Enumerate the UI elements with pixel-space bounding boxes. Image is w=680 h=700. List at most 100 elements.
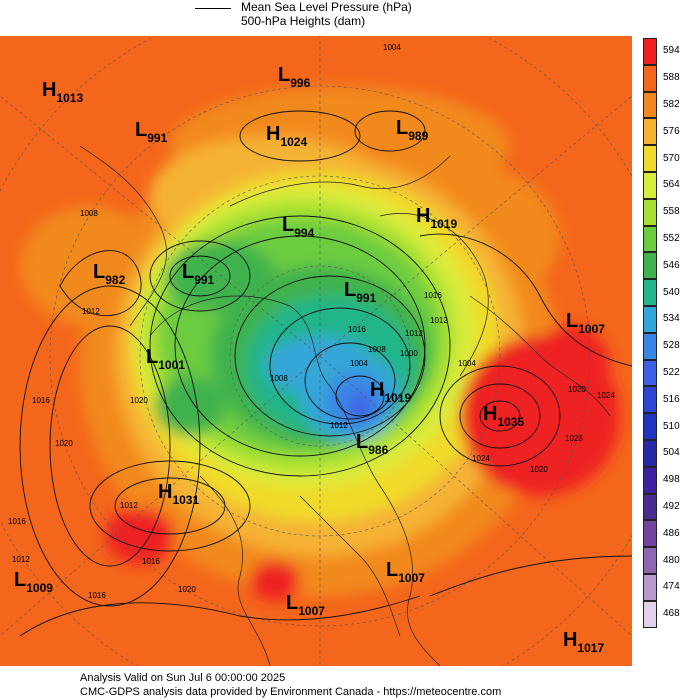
height-field — [20, 86, 620, 601]
low-pressure-label: L994 — [282, 214, 315, 240]
colorbar-label: 492 — [663, 501, 680, 512]
colorbar-label: 516 — [663, 393, 680, 405]
colorbar-swatch — [643, 198, 657, 226]
colorbar-swatch — [643, 118, 657, 146]
colorbar-swatch — [643, 225, 657, 253]
colorbar-swatch — [643, 332, 657, 360]
colorbar-label: 474 — [663, 581, 680, 593]
isobar-value-label: 1024 — [472, 454, 490, 463]
low-pressure-label: L1009 — [14, 569, 53, 595]
colorbar-label: 540 — [663, 286, 680, 298]
low-pressure-label: L991 — [344, 279, 377, 305]
isobar-value-label: 1020 — [568, 385, 586, 394]
weather-map: H1013 L996 L991 H1024 L989 H1019 L994 L991 L982 L… — [0, 36, 632, 666]
isobar-value-label: 1004 — [383, 43, 401, 52]
high-pressure-label: H1035 — [483, 403, 524, 429]
low-pressure-label: L991 — [182, 261, 215, 287]
high-pressure-label: H1024 — [266, 123, 307, 149]
data-credit: CMC-GDPS analysis data provided by Envir… — [80, 686, 502, 698]
colorbar-label: 546 — [663, 259, 680, 271]
colorbar-swatch — [643, 386, 657, 414]
low-pressure-label: L1001 — [146, 346, 185, 372]
isobar-value-label: 1016 — [8, 517, 26, 526]
colorbar-swatch — [643, 38, 657, 65]
isobar-value-label: 1016 — [142, 557, 160, 566]
colorbar-label: 522 — [663, 367, 680, 378]
colorbar-swatch — [643, 413, 657, 440]
colorbar-swatch — [643, 600, 657, 628]
colorbar-label: 552 — [663, 233, 680, 244]
analysis-valid-time: Analysis Valid on Sun Jul 6 00:00:00 202… — [80, 672, 286, 684]
map-legend: Mean Sea Level Pressure (hPa) 500-hPa He… — [195, 0, 495, 32]
legend-pressure-label: Mean Sea Level Pressure (hPa) — [241, 0, 412, 14]
colorbar-label: 570 — [663, 152, 680, 164]
colorbar-label: 510 — [663, 420, 680, 432]
isobar-value-label: 1012 — [12, 555, 30, 564]
isobar-value-label: 1012 — [330, 421, 348, 430]
colorbar-label: 588 — [663, 72, 680, 84]
colorbar-swatch — [643, 172, 657, 199]
colorbar-swatch — [643, 359, 657, 387]
isobar-value-label: 1008 — [368, 345, 386, 354]
colorbar-swatch — [643, 547, 657, 574]
isobar-value-label: 1004 — [458, 359, 476, 368]
colorbar-label: 486 — [663, 527, 680, 539]
high-pressure-label: H1019 — [416, 205, 457, 231]
low-pressure-label: L982 — [93, 261, 126, 287]
colorbar-swatch — [643, 440, 657, 467]
colorbar-swatch — [643, 466, 657, 494]
colorbar-label: 582 — [663, 99, 680, 110]
colorbar-label: 468 — [663, 608, 680, 620]
isobar-value-label: 1012 — [430, 316, 448, 325]
pressure-systems: H1013 L996 L991 H1024 L989 H1019 L994 L991 L982 L… — [14, 64, 605, 655]
isobar-value-label: 1012 — [405, 329, 423, 338]
isobar-value-label: 1000 — [400, 349, 418, 358]
colorbar-swatch — [643, 493, 657, 521]
isobar-value-label: 1012 — [120, 501, 138, 510]
high-pressure-label: H1013 — [42, 79, 83, 105]
colorbar-swatch — [643, 91, 657, 119]
isobar-value-label: 1004 — [350, 359, 368, 368]
legend-heights-label: 500-hPa Heights (dam) — [241, 14, 366, 28]
isobar-value-label: 1028 — [565, 434, 583, 443]
colorbar-label: 534 — [663, 313, 680, 325]
colorbar-label: 576 — [663, 125, 680, 137]
low-pressure-label: L1007 — [566, 310, 605, 336]
colorbar-label: 594 — [663, 45, 680, 57]
isobar-value-label: 1024 — [597, 391, 615, 400]
colorbar-label: 528 — [663, 340, 680, 352]
colorbar-swatch — [643, 520, 657, 548]
colorbar-label: 558 — [663, 206, 680, 218]
colorbar-swatch — [643, 252, 657, 280]
isobar-value-label: 1020 — [530, 465, 548, 474]
colorbar-swatch — [643, 279, 657, 306]
colorbar-swatch — [643, 306, 657, 333]
isobar-value-label: 1020 — [178, 585, 196, 594]
isobar-value-label: 1016 — [88, 591, 106, 600]
low-pressure-label: L996 — [278, 64, 311, 90]
low-pressure-label: L991 — [135, 119, 168, 145]
low-pressure-label: L1007 — [386, 559, 425, 585]
low-pressure-label: L986 — [356, 431, 389, 457]
isobar-value-label: 1020 — [55, 439, 73, 448]
isobar-value-label: 1016 — [32, 396, 50, 405]
isobar-value-label: 1008 — [80, 209, 98, 218]
isobar-value-label: 1008 — [270, 374, 288, 383]
isobar-value-label: 1012 — [82, 307, 100, 316]
colorbar-label: 498 — [663, 474, 680, 486]
colorbar-label: 504 — [663, 447, 680, 459]
colorbar-swatch — [643, 64, 657, 92]
high-pressure-label: H1019 — [370, 379, 411, 405]
isobar-legend-line — [195, 8, 231, 9]
isobar-value-label: 1016 — [424, 291, 442, 300]
low-pressure-label: L989 — [396, 117, 429, 143]
latitude-circles — [0, 36, 632, 666]
low-pressure-label: L1007 — [286, 592, 325, 618]
isobars — [19, 110, 632, 637]
high-pressure-label: H1017 — [563, 629, 604, 655]
isobar-value-label: 1016 — [348, 325, 366, 334]
colorbar-label: 480 — [663, 554, 680, 566]
colorbar-swatch — [643, 574, 657, 601]
colorbar-swatch — [643, 145, 657, 172]
